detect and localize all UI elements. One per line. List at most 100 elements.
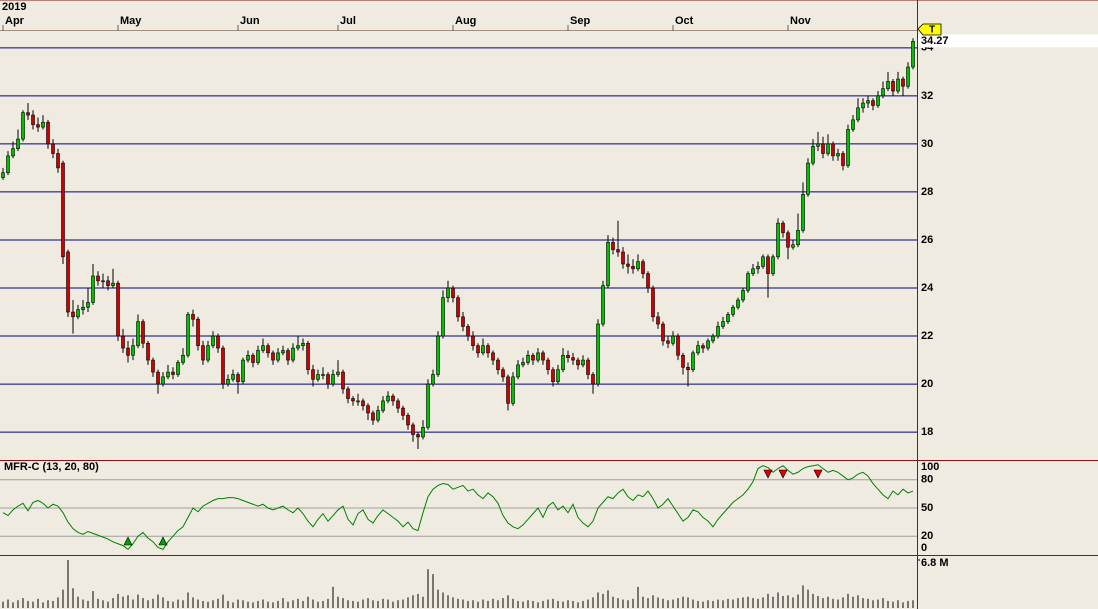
volume-bar [167,600,169,608]
volume-bar [32,601,34,608]
volume-bar [242,600,244,608]
candle-body [366,405,370,414]
candle-body [776,222,780,258]
volume-bar [417,593,419,608]
candle-body [266,345,270,354]
volume-bar [372,600,374,608]
candle-body [371,412,375,421]
candle-body [111,282,115,286]
candle-body [91,275,95,303]
candle-body [101,280,105,283]
candle-body [741,290,745,301]
candle-body [751,268,755,274]
candle-body [241,359,245,382]
volume-bar [292,600,294,608]
volume-bar [7,599,9,608]
candle-body [201,345,205,361]
candle-body [831,143,835,157]
volume-bar [607,590,609,608]
candle-body [141,321,145,344]
candle-body [261,345,265,351]
volume-bar [322,600,324,608]
candle-body [836,153,840,157]
candle-body [346,388,350,399]
volume-bar [552,598,554,608]
candle-body [286,350,290,361]
volume-bar [232,602,234,608]
volume-bar [522,601,524,608]
y-tick-label: 50 [921,502,933,514]
candle-body [121,335,125,349]
candle-body [596,323,600,385]
last-price-box [918,34,1098,48]
volume-bar [602,593,604,608]
candle-body [406,415,410,426]
volume-bar [562,601,564,608]
volume-bar [277,600,279,608]
volume-bar [342,598,344,608]
volume-bar [537,602,539,608]
indicator-title: MFR-C (13, 20, 80) [4,461,99,473]
candle-body [821,143,825,154]
volume-bar [832,598,834,608]
volume-bar [872,600,874,608]
candle-body [281,350,285,354]
candle-body [516,364,520,378]
volume-bar [877,599,879,608]
volume-bar [412,595,414,608]
volume-bar [587,599,589,608]
volume-bar [457,598,459,608]
volume-bar [867,598,869,608]
candle-body [656,316,660,325]
volume-bar [352,600,354,608]
volume-bar [812,593,814,608]
volume-bar [427,569,429,608]
candle-body [431,374,435,385]
volume-bar [507,595,509,608]
volume-bar [747,596,749,608]
year-label: 2019 [2,1,26,13]
candle-body [51,143,55,154]
candle-body [131,345,135,356]
volume-bar [82,599,84,608]
volume-bar [17,600,19,608]
volume-bar [502,598,504,608]
candle-body [471,335,475,346]
sell-signal [813,469,823,479]
candle-body [756,266,760,270]
y-tick-label: 20 [921,530,933,542]
candle-body [256,350,260,363]
volume-bar [622,599,624,608]
candle-body [781,222,785,234]
candle-body [726,314,730,322]
candle-body [36,124,40,128]
candle-body [511,376,515,404]
volume-bar [732,599,734,608]
candle-body [846,129,850,166]
candle-body [901,78,905,87]
volume-bar [577,602,579,608]
candle-body [711,335,715,342]
candle-body [801,194,805,231]
candle-body [841,153,845,166]
volume-bar [702,601,704,608]
candle-body [581,359,585,366]
candle-body [786,232,790,248]
y-tick-label: 26 [921,234,933,246]
volume-bar [667,600,669,608]
volume-bar [37,598,39,608]
candle-body [196,318,200,346]
candle-body [316,374,320,380]
volume-bar [182,600,184,608]
candle-body [411,424,415,435]
candle-body [651,287,655,318]
volume-bar [547,599,549,608]
volume-bar [227,600,229,608]
volume-bar [692,599,694,608]
candle-body [296,345,300,349]
volume-bar [627,600,629,608]
volume-bar [482,599,484,608]
candle-body [171,371,175,375]
